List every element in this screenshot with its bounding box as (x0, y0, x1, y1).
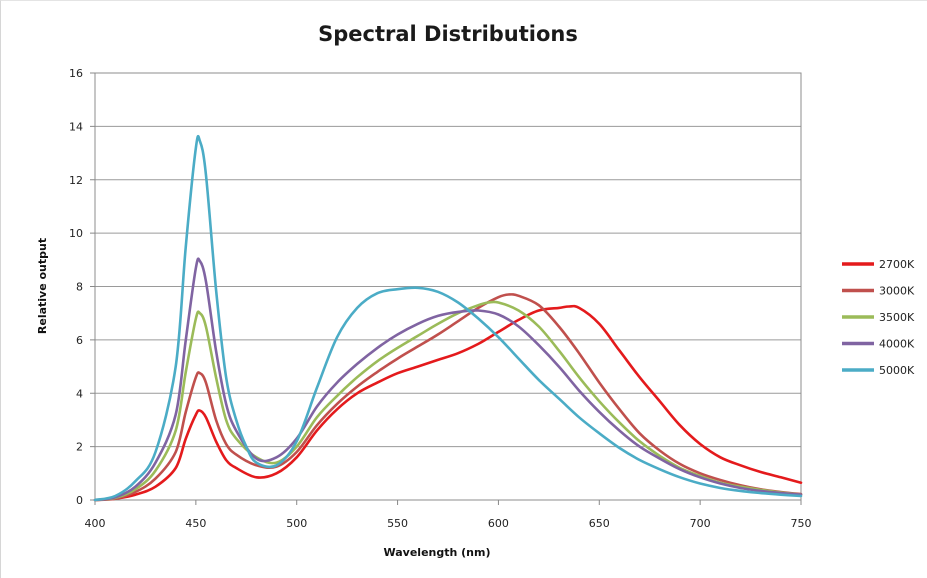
y-axis-ticks: 0 2 4 6 8 10 12 14 16 (69, 67, 95, 507)
y-tick-label: 4 (76, 387, 83, 400)
legend-label: 2700K (879, 258, 915, 271)
chart-title: Spectral Distributions (318, 22, 578, 46)
legend-label: 4000K (879, 338, 915, 351)
legend-label: 3000K (879, 285, 915, 298)
x-tick-label: 500 (286, 517, 307, 530)
y-tick-label: 6 (76, 334, 83, 347)
series-lines (93, 134, 803, 502)
x-tick-label: 750 (791, 517, 812, 530)
legend: 2700K 3000K 3500K 4000K 5000K (842, 258, 915, 377)
x-tick-label: 600 (488, 517, 509, 530)
y-tick-label: 14 (69, 120, 83, 133)
y-tick-label: 16 (69, 67, 83, 80)
series-line-4000k (93, 257, 803, 502)
x-axis-title: Wavelength (nm) (384, 546, 491, 559)
y-tick-label: 12 (69, 174, 83, 187)
y-tick-label: 8 (76, 281, 83, 294)
series-line-2700k (93, 304, 803, 502)
gridlines (95, 72, 801, 501)
y-tick-label: 0 (76, 494, 83, 507)
x-tick-label: 550 (387, 517, 408, 530)
x-tick-label: 700 (690, 517, 711, 530)
y-axis-title: Relative output (36, 238, 49, 334)
series-line-3500k (93, 300, 803, 502)
series-line-5000k (93, 134, 803, 502)
x-tick-label: 650 (589, 517, 610, 530)
legend-label: 3500K (879, 311, 915, 324)
legend-label: 5000K (879, 364, 915, 377)
x-tick-label: 450 (185, 517, 206, 530)
y-tick-label: 2 (76, 441, 83, 454)
y-tick-label: 10 (69, 227, 83, 240)
series-line-3000k (93, 293, 803, 502)
x-tick-label: 400 (85, 517, 106, 530)
x-axis-ticks: 400 450 500 550 600 650 700 750 (85, 500, 812, 530)
